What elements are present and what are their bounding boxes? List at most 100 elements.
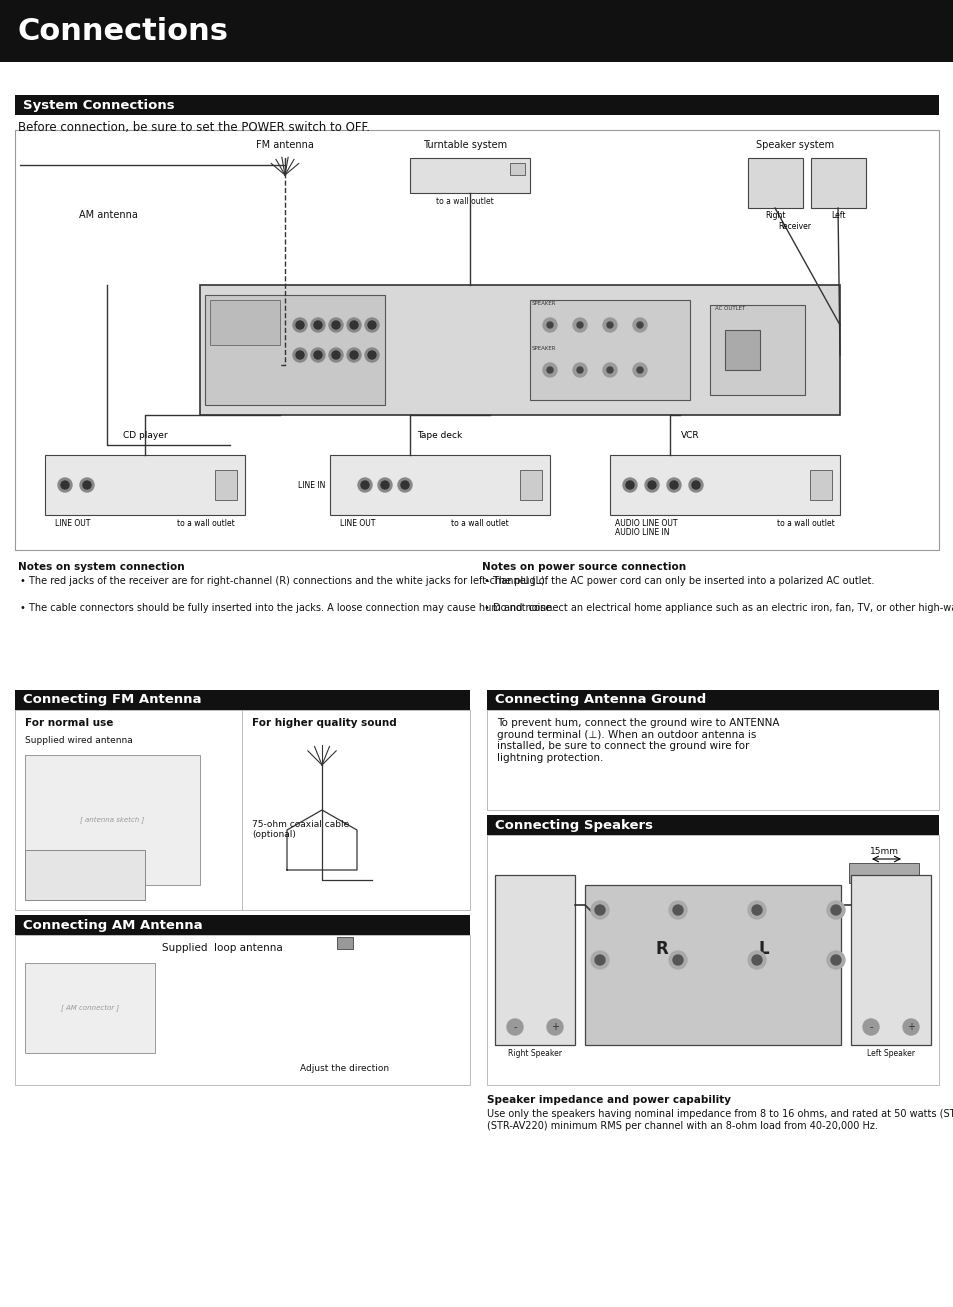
Circle shape (751, 904, 761, 915)
Circle shape (377, 478, 392, 491)
Circle shape (314, 352, 322, 359)
Circle shape (577, 322, 582, 328)
Text: to a wall outlet: to a wall outlet (177, 519, 234, 528)
Bar (25, 755, 200, 885)
Text: Turntable system: Turntable system (422, 140, 507, 150)
Circle shape (360, 481, 369, 489)
Text: SPEAKER: SPEAKER (532, 346, 556, 352)
Circle shape (293, 348, 307, 362)
Bar (848, 863, 918, 884)
Text: -: - (868, 1022, 872, 1033)
Circle shape (365, 318, 378, 332)
Bar (747, 158, 802, 208)
Circle shape (602, 318, 617, 332)
Circle shape (314, 322, 322, 329)
Circle shape (826, 901, 844, 919)
Bar (330, 455, 550, 515)
Circle shape (329, 348, 343, 362)
Text: Speaker system: Speaker system (755, 140, 833, 150)
Circle shape (751, 955, 761, 965)
Circle shape (830, 955, 841, 965)
Text: +: + (906, 1022, 914, 1033)
Text: VCR: VCR (680, 431, 699, 440)
Circle shape (58, 478, 71, 491)
Text: • The cable connectors should be fully inserted into the jacks. A loose connecti: • The cable connectors should be fully i… (20, 603, 554, 613)
Circle shape (546, 367, 553, 372)
Text: Left: Left (830, 210, 845, 220)
Circle shape (61, 481, 69, 489)
Circle shape (577, 367, 582, 372)
Bar (0, 0, 953, 61)
Text: AM antenna: AM antenna (78, 210, 137, 220)
Text: • Do not connect an electrical home appliance such as an electric iron, fan, TV,: • Do not connect an electrical home appl… (483, 603, 953, 613)
Bar (809, 471, 831, 501)
FancyBboxPatch shape (71, 222, 143, 288)
Bar (410, 158, 530, 193)
Ellipse shape (290, 945, 399, 1074)
Circle shape (637, 367, 642, 372)
Text: Right: Right (764, 210, 785, 220)
Bar (724, 329, 760, 370)
Bar (45, 455, 245, 515)
Text: [ AM connector ]: [ AM connector ] (61, 1005, 119, 1012)
Bar (486, 816, 938, 835)
Bar (25, 963, 154, 1053)
Text: AUDIO LINE IN: AUDIO LINE IN (615, 528, 669, 537)
Text: AUDIO LINE OUT: AUDIO LINE OUT (615, 519, 677, 528)
Bar (336, 937, 353, 949)
Circle shape (347, 348, 360, 362)
Circle shape (644, 478, 659, 491)
Bar (205, 295, 385, 405)
Circle shape (329, 318, 343, 332)
Text: Notes on power source connection: Notes on power source connection (481, 562, 685, 572)
Text: Use only the speakers having nominal impedance from 8 to 16 ohms, and rated at 5: Use only the speakers having nominal imp… (486, 1110, 953, 1131)
Circle shape (902, 1019, 918, 1035)
Circle shape (606, 322, 613, 328)
Bar (810, 158, 865, 208)
Text: Connecting Antenna Ground: Connecting Antenna Ground (495, 694, 705, 707)
Bar (486, 710, 938, 810)
Text: System Connections: System Connections (23, 98, 174, 111)
Text: 75-ohm coaxial cable
(optional): 75-ohm coaxial cable (optional) (252, 819, 349, 839)
Bar (200, 285, 840, 416)
Circle shape (546, 322, 553, 328)
Text: For normal use: For normal use (25, 718, 113, 728)
Circle shape (590, 901, 608, 919)
Circle shape (622, 478, 637, 491)
Circle shape (688, 478, 702, 491)
Circle shape (368, 322, 375, 329)
Circle shape (862, 1019, 878, 1035)
Circle shape (672, 904, 682, 915)
Text: +: + (551, 1022, 558, 1033)
Circle shape (506, 1019, 522, 1035)
Bar (486, 690, 938, 710)
Text: To prevent hum, connect the ground wire to ANTENNA
ground terminal (⊥). When an : To prevent hum, connect the ground wire … (497, 718, 779, 763)
Circle shape (83, 481, 91, 489)
Circle shape (347, 318, 360, 332)
Text: Before connection, be sure to set the POWER switch to OFF.: Before connection, be sure to set the PO… (18, 122, 370, 135)
Bar (25, 850, 145, 901)
Circle shape (350, 352, 357, 359)
Circle shape (332, 352, 339, 359)
Bar (210, 301, 280, 345)
Circle shape (666, 478, 680, 491)
Text: LINE OUT: LINE OUT (339, 519, 375, 528)
Circle shape (672, 955, 682, 965)
Bar (530, 301, 689, 400)
Circle shape (357, 478, 372, 491)
Bar (510, 163, 524, 175)
Circle shape (747, 951, 765, 968)
Text: to a wall outlet: to a wall outlet (436, 197, 494, 207)
Text: SPEAKER: SPEAKER (532, 301, 556, 306)
Circle shape (80, 478, 94, 491)
Text: • The plug of the AC power cord can only be inserted into a polarized AC outlet.: • The plug of the AC power cord can only… (483, 576, 874, 586)
Text: • The red jacks of the receiver are for right-channel (R) connections and the wh: • The red jacks of the receiver are for … (20, 576, 547, 586)
Circle shape (691, 481, 700, 489)
Text: Connecting AM Antenna: Connecting AM Antenna (23, 919, 202, 932)
Bar (15, 129, 938, 550)
Text: For higher quality sound: For higher quality sound (252, 718, 396, 728)
Text: R: R (655, 940, 667, 958)
Circle shape (400, 481, 409, 489)
Text: Connections: Connections (18, 17, 229, 46)
Circle shape (573, 363, 586, 376)
